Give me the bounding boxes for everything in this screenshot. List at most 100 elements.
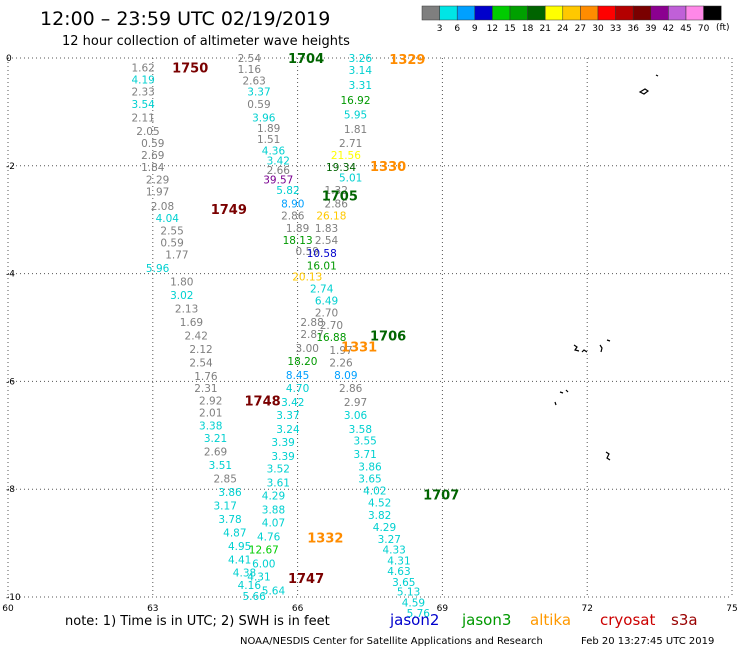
wave-height-value: 3.55 [353,436,376,448]
wave-height-value: 1.32 [325,185,348,197]
wave-height-value: 4.38 [233,568,256,580]
wave-height-value: 1.80 [170,277,193,289]
wave-height-value: 0.59 [296,246,319,258]
wave-height-value: 1.51 [257,134,280,146]
wave-height-value: 3.26 [349,53,373,65]
colorbar-swatch [597,5,616,21]
wave-height-value: 2.88 [300,317,323,329]
x-tick-label: 69 [437,604,449,614]
wave-height-value: 21.56 [331,150,361,162]
wave-height-value: 3.78 [218,514,241,526]
colorbar-tick: 36 [627,24,639,34]
footer-source: NOAA/NESDIS Center for Satellite Applica… [240,636,543,647]
chart-title: 12:00 – 23:59 UTC 02/19/2019 [40,8,330,30]
pass-number: 1748 [245,394,281,409]
wave-height-value: 4.41 [228,554,251,566]
wave-height-value: 2.74 [310,284,334,296]
note-text: note: 1) Time is in UTC; 2) SWH is in fe… [65,614,330,629]
y-tick-label: -10 [6,593,21,603]
satellite-legend-cryosat: cryosat [600,611,655,629]
wave-height-value: 0.59 [247,99,270,111]
wave-height-value: 2.33 [131,86,154,98]
satellite-legend-jason3: jason3 [461,611,511,629]
x-tick-label: 72 [581,604,592,614]
wave-height-value: 4.29 [373,522,396,534]
wave-height-value: 8.09 [334,370,357,382]
pass-number: 1331 [341,340,377,355]
wave-height-value: 2.13 [175,304,198,316]
colorbar-tick: 45 [680,24,691,34]
wave-height-value: 3.06 [344,410,368,422]
colorbar-tick: 15 [504,24,515,34]
wave-height-value: 3.88 [262,505,285,517]
wave-height-value: 4.76 [257,532,281,544]
wave-height-value: 4.63 [387,566,410,578]
wave-height-value: 2.86 [339,383,363,395]
wave-height-value: 2.97 [344,397,367,409]
wave-height-value: 4.70 [286,383,309,395]
wave-height-value: 12.67 [249,545,279,557]
wave-height-value: 39.57 [263,174,293,186]
wave-height-value: 2.69 [141,150,164,162]
wave-height-value: 2.26 [329,358,353,370]
wave-height-value: 1.69 [180,317,203,329]
wave-height-value: 4.02 [363,485,386,497]
colorbar-tick: 27 [575,24,586,34]
wave-height-value: 18.13 [283,235,313,247]
wave-height-value: 2.85 [214,473,237,485]
colorbar-swatch [509,5,528,21]
wave-height-value: 3.38 [199,421,222,433]
wave-height-value: 2.54 [315,235,339,247]
wave-height-value: 18.20 [287,356,317,368]
wave-height-value: 2.92 [199,395,222,407]
wave-height-value: 4.52 [368,498,391,510]
wave-height-value: 4.36 [262,146,286,158]
wave-height-value: 2.01 [199,408,222,420]
colorbar-swatch [421,5,440,21]
coastline-fragment [565,389,569,393]
wave-height-value: 16.01 [307,261,337,273]
wave-height-value: 5.96 [146,263,170,275]
wave-height-value: 3.54 [131,99,155,111]
coastline-fragment [573,344,580,352]
wave-height-labels: 1.624.192.333.542.112.050.592.691.842.29… [131,53,430,620]
wave-height-value: 2.54 [189,358,213,370]
wave-height-value: 3.37 [276,410,299,422]
wave-height-value: 2.71 [339,138,362,150]
wave-height-value: 2.42 [185,331,208,343]
colorbar-tick: 39 [645,24,657,34]
footer-timestamp: Feb 20 13:27:45 UTC 2019 [581,636,714,647]
y-tick-label: -6 [6,377,15,387]
wave-height-value: 4.33 [382,545,405,557]
wave-height-value: 2.70 [315,307,338,319]
satellite-legend-altika: altika [530,611,571,629]
wave-height-value: 3.65 [358,473,381,485]
wave-height-value: 2.69 [204,446,227,458]
pass-number: 1329 [389,53,425,68]
wave-height-value: 3.00 [296,343,319,355]
coastline-fragments [554,74,659,461]
wave-height-value: 0.59 [141,138,164,150]
wave-height-value: 1.81 [344,124,367,136]
wave-height-value: 2.31 [194,383,217,395]
colorbar-tick: 6 [454,24,460,34]
colorbar-swatch [474,5,493,21]
colorbar-swatch [544,5,564,21]
wave-height-value: 3.39 [271,451,294,463]
wave-height-value: 6.49 [315,296,338,308]
colorbar-swatch [439,5,458,21]
pass-number: 1747 [288,572,324,587]
wave-height-value: 20.13 [292,271,322,283]
wave-height-value: 5.66 [242,591,266,603]
wave-height-value: 8.90 [281,199,304,211]
colorbar-tick: 18 [522,24,534,34]
wave-height-value: 2.05 [136,126,159,138]
wave-height-value: 3.39 [271,437,294,449]
wave-height-value: 3.52 [267,464,290,476]
wave-height-value: 5.13 [397,587,420,599]
colorbar-swatch [703,5,722,21]
wave-height-value: 5.82 [276,185,299,197]
wave-height-value: 3.31 [349,80,372,92]
wave-height-value: 16.92 [340,95,370,107]
coastline-fragment [581,349,588,353]
